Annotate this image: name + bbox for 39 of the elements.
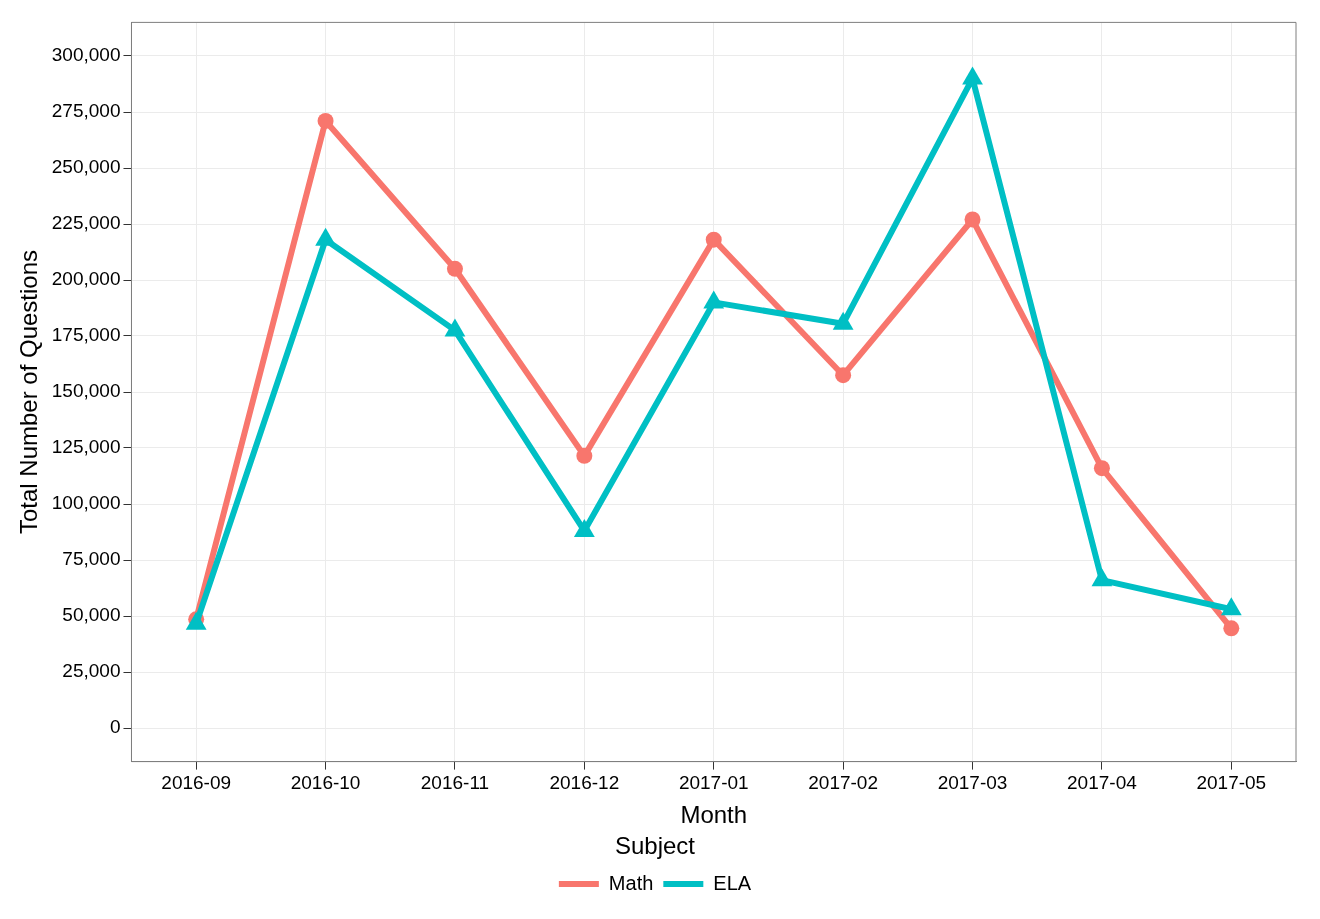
x-tick-label: 2017-01 bbox=[678, 772, 749, 794]
y-tick-label: 50,000 bbox=[62, 604, 121, 626]
x-tick-label: 2016-10 bbox=[290, 772, 361, 794]
y-tick-label: 275,000 bbox=[51, 100, 121, 122]
point bbox=[835, 367, 852, 384]
y-tick-label: 225,000 bbox=[51, 212, 121, 234]
point bbox=[317, 112, 334, 129]
legend-label: ELA bbox=[713, 871, 752, 894]
x-tick-label: 2016-11 bbox=[420, 772, 490, 794]
x-tick-label: 2017-04 bbox=[1067, 772, 1138, 794]
y-tick-label: 75,000 bbox=[62, 548, 121, 570]
y-tick-label: 150,000 bbox=[51, 380, 121, 402]
y-tick-label: 0 bbox=[109, 716, 121, 738]
legend-title: Subject bbox=[614, 831, 696, 859]
point bbox=[705, 231, 722, 248]
point bbox=[444, 318, 466, 337]
y-axis-title: Total Number of Questions bbox=[15, 249, 43, 535]
point bbox=[576, 447, 593, 464]
x-tick-label: 2017-03 bbox=[937, 772, 1008, 794]
y-tick-label: 250,000 bbox=[51, 156, 121, 178]
point bbox=[1091, 568, 1113, 587]
x-tick-label: 2016-12 bbox=[549, 772, 620, 794]
y-tick-label: 100,000 bbox=[51, 492, 121, 514]
point bbox=[832, 311, 854, 330]
y-tick-label: 200,000 bbox=[51, 268, 121, 290]
point bbox=[703, 290, 725, 309]
y-tick-label: 25,000 bbox=[62, 660, 121, 682]
x-tick-label: 2016-09 bbox=[161, 772, 232, 794]
point bbox=[1220, 597, 1242, 616]
x-axis-title: Month bbox=[680, 801, 748, 829]
x-tick-label: 2017-02 bbox=[808, 772, 878, 794]
point bbox=[446, 260, 463, 277]
y-tick-label: 300,000 bbox=[51, 44, 121, 66]
x-tick-label: 2017-05 bbox=[1196, 772, 1267, 794]
y-tick-label: 125,000 bbox=[51, 436, 121, 458]
y-tick-label: 175,000 bbox=[51, 324, 121, 346]
point bbox=[573, 518, 595, 537]
point bbox=[964, 211, 981, 228]
legend-label: Math bbox=[608, 871, 654, 894]
